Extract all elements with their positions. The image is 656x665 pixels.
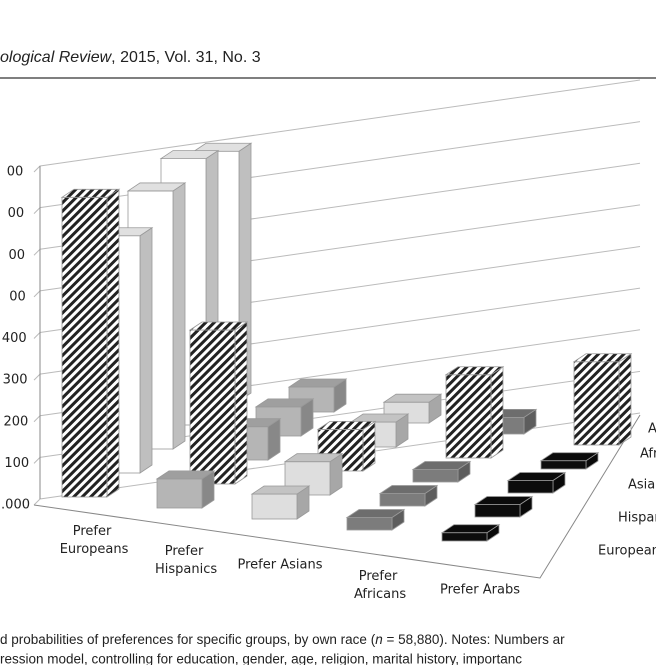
y-tick-label: 00 [7, 165, 24, 180]
bar-front [61, 196, 108, 498]
bar [440, 523, 501, 542]
legend-label: European [598, 544, 656, 559]
journal: ological Review [0, 49, 113, 66]
legend-label: Hispanic [618, 511, 656, 526]
bar-side [106, 188, 120, 498]
bar [378, 484, 439, 507]
caption-line: d probabilities of preferences for speci… [0, 632, 565, 647]
bar [411, 460, 472, 483]
bar-top [192, 142, 253, 152]
bar-top [473, 496, 534, 505]
bar-side [362, 420, 376, 472]
legend-label: A [648, 422, 656, 437]
bar [506, 471, 567, 494]
bar-side [490, 366, 504, 459]
bar-top [411, 461, 472, 470]
bar-top [440, 524, 501, 534]
bar-top [283, 453, 344, 463]
bar-front [441, 532, 488, 542]
bar-top [539, 452, 600, 462]
bar-top [349, 413, 410, 423]
bar-side [139, 226, 153, 474]
bar-top [250, 485, 311, 495]
caption-text: d probabilities of preferences for speci… [0, 632, 376, 647]
bar-top [444, 366, 505, 376]
chart: .000 100 200 300 400 00 00 00 00 Prefer Europeans… [1, 79, 656, 602]
x-tick-label: Prefer Asians [238, 558, 323, 573]
bar-front [573, 361, 620, 446]
bar [572, 353, 633, 446]
y-tick-label: 300 [3, 373, 28, 388]
caption-line: ression model, controlling for education… [0, 652, 522, 665]
bar-top [159, 150, 220, 160]
x-tick-label: Prefer Arabs [440, 583, 520, 598]
bar-top [572, 353, 633, 363]
bar-top [382, 393, 443, 403]
bar [444, 366, 505, 459]
bar [188, 321, 249, 485]
y-tick-label: 00 [8, 248, 25, 263]
bar-side [618, 353, 632, 446]
bar-front [156, 478, 203, 509]
bar [155, 470, 216, 509]
bar-top [188, 321, 249, 331]
bar-front [412, 469, 459, 483]
bar-top [345, 509, 406, 518]
bar-front [540, 460, 587, 470]
bar-top [60, 188, 121, 198]
x-tick-label: Prefer Hispanics [151, 544, 218, 577]
legend-label: Asian [628, 478, 656, 493]
legend-label: Afri [640, 447, 656, 462]
y-tick-label: 400 [2, 331, 27, 346]
bar [345, 508, 406, 531]
bar [250, 485, 311, 520]
bar-front [507, 480, 554, 494]
bar-front [474, 504, 521, 518]
bar-top [126, 182, 187, 192]
y-tick-label: .000 [1, 498, 30, 513]
caption-text: = 58,880). Notes: Numbers ar [383, 632, 565, 647]
bar [473, 495, 534, 518]
bar-top [506, 472, 567, 481]
y-tick-label: 00 [8, 206, 25, 221]
bar-top [254, 398, 315, 408]
floor-edge [33, 414, 641, 579]
bar-side [172, 182, 186, 450]
bar-side [234, 321, 248, 485]
caption-n: n [375, 632, 383, 647]
bar [60, 188, 121, 498]
bar-top [287, 378, 348, 388]
y-tick-label: 00 [9, 289, 26, 304]
issue: , 2015, Vol. 31, No. 3 [111, 49, 261, 66]
x-tick-label: Prefer Africans [350, 569, 406, 602]
bar-front [251, 493, 298, 520]
bar-top [155, 470, 216, 480]
bar-top [378, 485, 439, 494]
bar [539, 451, 600, 470]
x-tick-label: Prefer Europeans [56, 524, 129, 557]
y-tick-label: 100 [4, 456, 29, 471]
bar-top [316, 420, 377, 430]
y-tick-label: 200 [4, 414, 29, 429]
journal-header: ological Review, 2015, Vol. 31, No. 3 [0, 49, 261, 66]
bar-front [379, 493, 426, 507]
bar-front [346, 517, 393, 531]
bar-front [189, 329, 236, 485]
bar-front [445, 374, 492, 459]
